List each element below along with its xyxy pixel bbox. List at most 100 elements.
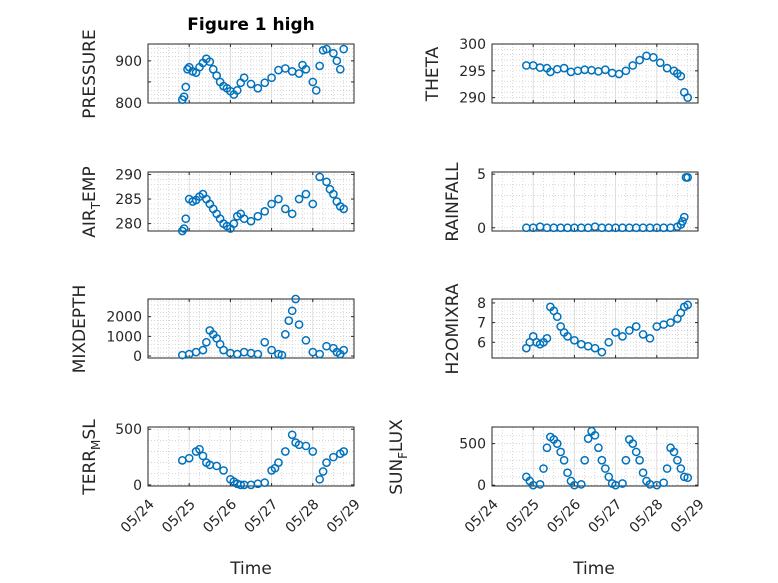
data-point xyxy=(301,189,311,199)
subplots: 8009002902953002802852900501000200067805… xyxy=(106,37,707,536)
ytick-label: 2000 xyxy=(106,310,142,326)
figure-title: Figure 1 high xyxy=(187,15,315,35)
data-point xyxy=(280,330,290,339)
data-point xyxy=(253,211,263,221)
ylabel-mixdepth: MIXDEPTH xyxy=(70,285,90,374)
data-point xyxy=(219,345,228,355)
data-point xyxy=(683,300,693,310)
data-point xyxy=(219,466,228,475)
data-point xyxy=(308,199,318,209)
data-point xyxy=(308,77,318,87)
data-point xyxy=(583,434,593,443)
data-point xyxy=(621,455,631,465)
data-point xyxy=(683,473,693,483)
ytick-label: 295 xyxy=(459,64,486,80)
data-point xyxy=(645,333,655,343)
axes-box xyxy=(147,426,355,487)
ylabel-theta: THETA xyxy=(423,46,443,102)
data-point xyxy=(232,86,242,95)
data-point xyxy=(563,468,572,478)
ytick-label: 8 xyxy=(477,296,486,312)
data-point xyxy=(198,345,208,355)
data-point xyxy=(542,333,552,343)
data-point xyxy=(205,57,215,67)
xlabel-left: Time xyxy=(229,559,272,579)
data-point xyxy=(253,83,263,93)
data-point xyxy=(315,172,325,182)
ytick-label: 300 xyxy=(459,37,486,53)
data-point xyxy=(301,64,311,74)
subplot-5: 0 1000 2000 xyxy=(106,294,355,365)
subplot-2: 290 295 300 xyxy=(459,37,699,107)
data-point xyxy=(339,447,349,456)
data-point xyxy=(570,335,579,345)
data-point xyxy=(322,177,331,187)
data-point xyxy=(683,173,693,182)
data-point xyxy=(676,464,686,473)
data-point xyxy=(597,347,607,357)
data-point xyxy=(274,458,283,467)
data-point xyxy=(590,430,600,440)
subplot-6: 6 7 8 xyxy=(477,296,699,359)
data-point xyxy=(624,326,634,335)
ytick-label: 0 xyxy=(133,349,142,365)
data-point xyxy=(246,79,256,89)
data-point xyxy=(621,66,631,76)
data-point xyxy=(315,349,325,359)
subplot-1: 800 900 xyxy=(115,43,355,112)
data-point xyxy=(267,73,276,83)
data-point xyxy=(208,64,218,74)
ytick-label: 800 xyxy=(115,96,142,112)
axes-box xyxy=(491,426,699,487)
data-point xyxy=(260,337,270,347)
ytick-label: 290 xyxy=(115,167,142,183)
ylabel-rainfall: RAINFALL xyxy=(443,162,463,242)
data-point xyxy=(198,451,208,461)
data-point xyxy=(322,458,331,467)
data-point xyxy=(280,64,290,73)
ytick-label: 500 xyxy=(459,437,486,453)
data-point xyxy=(638,330,648,339)
axes-box xyxy=(147,43,355,104)
data-point xyxy=(329,189,338,199)
data-point xyxy=(628,439,638,448)
xlabel-right: Time xyxy=(572,559,615,579)
data-point xyxy=(294,194,304,204)
data-point xyxy=(274,194,283,204)
ylabel-h2omixra: H2OMIXRA xyxy=(443,283,463,374)
data-point xyxy=(563,332,572,341)
data-point xyxy=(600,65,610,75)
data-point xyxy=(655,58,665,68)
data-point xyxy=(181,214,191,224)
data-point xyxy=(339,204,349,214)
data-point xyxy=(679,212,689,222)
data-point xyxy=(339,44,349,54)
data-point xyxy=(559,455,569,465)
ytick-label: 0 xyxy=(133,478,142,494)
ytick-label: 500 xyxy=(115,422,142,438)
data-point xyxy=(673,455,682,465)
data-point xyxy=(649,53,658,62)
data-point xyxy=(260,78,270,88)
data-point xyxy=(678,216,687,226)
ytick-label: 5 xyxy=(477,167,486,183)
data-point xyxy=(181,82,191,92)
data-point xyxy=(552,439,562,448)
data-point xyxy=(183,64,192,74)
data-point xyxy=(676,71,686,81)
data-point xyxy=(335,64,345,74)
ytick-label: 0 xyxy=(477,478,486,494)
data-point xyxy=(277,350,287,360)
data-point xyxy=(229,219,239,228)
data-point xyxy=(267,345,276,355)
data-point xyxy=(260,206,270,216)
data-point xyxy=(590,343,600,353)
data-point xyxy=(246,216,256,226)
data-point xyxy=(239,73,249,83)
ylabel-sun-flux: SUNFLUX xyxy=(387,419,410,495)
data-point xyxy=(202,337,211,347)
ytick-label: 6 xyxy=(477,335,486,351)
data-point xyxy=(322,44,331,54)
data-point xyxy=(576,479,586,489)
